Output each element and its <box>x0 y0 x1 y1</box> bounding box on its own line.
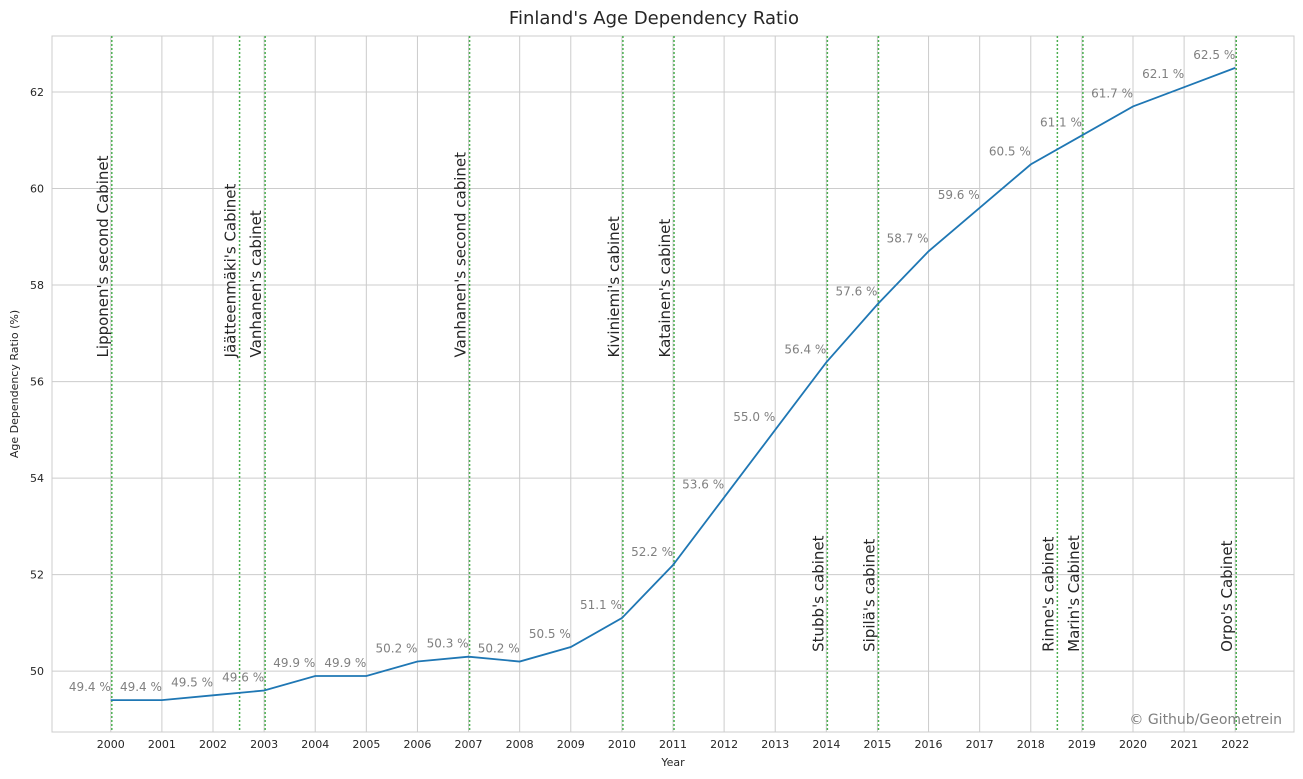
data-label: 56.4 % <box>784 342 826 356</box>
data-label: 49.6 % <box>222 670 264 684</box>
grid-lines <box>52 36 1294 732</box>
data-label: 50.2 % <box>478 642 520 656</box>
x-tick-label: 2009 <box>557 738 585 751</box>
y-tick-label: 56 <box>30 376 44 389</box>
y-tick-label: 58 <box>30 279 44 292</box>
data-label: 53.6 % <box>682 477 724 491</box>
x-tick-label: 2021 <box>1170 738 1198 751</box>
data-label: 50.3 % <box>427 637 469 651</box>
cabinet-label: Orpo's Cabinet <box>1218 540 1236 651</box>
data-label: 59.6 % <box>938 188 980 202</box>
y-axis-label: Age Dependency Ratio (%) <box>8 310 21 458</box>
data-label: 52.2 % <box>631 545 673 559</box>
data-label: 49.9 % <box>324 656 366 670</box>
cabinet-label: Sipilä's cabinet <box>860 539 878 652</box>
x-tick-label: 2000 <box>97 738 125 751</box>
cabinet-label: Vanhanen's second cabinet <box>452 152 470 358</box>
data-label: 49.4 % <box>120 680 162 694</box>
x-tick-label: 2006 <box>403 738 431 751</box>
y-tick-label: 54 <box>30 472 44 485</box>
data-label: 49.4 % <box>69 680 111 694</box>
x-tick-label: 2019 <box>1068 738 1096 751</box>
cabinet-label: Marin's Cabinet <box>1065 535 1083 652</box>
x-tick-label: 2015 <box>863 738 891 751</box>
chart-title: Finland's Age Dependency Ratio <box>509 8 799 29</box>
cabinet-label: Lipponen's second Cabinet <box>94 155 112 357</box>
cabinet-label: Jäätteenmäki's Cabinet <box>222 183 240 358</box>
x-tick-label: 2010 <box>608 738 636 751</box>
x-tick-label: 2016 <box>915 738 943 751</box>
cabinet-label: Katainen's cabinet <box>656 219 674 358</box>
x-tick-label: 2005 <box>352 738 380 751</box>
y-tick-label: 62 <box>30 86 44 99</box>
cabinet-label: Kiviniemi's cabinet <box>605 216 623 357</box>
data-label: 50.5 % <box>529 627 571 641</box>
x-tick-label: 2002 <box>199 738 227 751</box>
cabinet-label: Stubb's cabinet <box>809 535 827 652</box>
x-tick-label: 2014 <box>812 738 840 751</box>
cabinet-labels: Lipponen's second Cabinet Jäätteenmäki's … <box>94 152 1236 652</box>
y-axis: 50 52 54 56 58 60 62 <box>30 86 44 678</box>
y-tick-label: 60 <box>30 183 44 196</box>
watermark: © Github/Geometrein <box>1129 712 1282 728</box>
y-tick-label: 52 <box>30 569 44 582</box>
x-tick-label: 2012 <box>710 738 738 751</box>
x-axis-label: Year <box>660 756 685 769</box>
x-tick-label: 2011 <box>659 738 687 751</box>
data-label: 61.7 % <box>1091 86 1133 100</box>
data-label: 62.5 % <box>1193 48 1235 62</box>
data-label: 61.1 % <box>1040 115 1082 129</box>
x-tick-label: 2022 <box>1221 738 1249 751</box>
data-label: 55.0 % <box>733 410 775 424</box>
data-label: 49.5 % <box>171 675 213 689</box>
data-label: 60.5 % <box>989 144 1031 158</box>
x-tick-label: 2018 <box>1017 738 1045 751</box>
series-layer <box>110 67 1236 702</box>
x-tick-label: 2007 <box>455 738 483 751</box>
x-tick-label: 2020 <box>1119 738 1147 751</box>
cabinet-label: Vanhanen's cabinet <box>247 210 265 357</box>
x-tick-label: 2008 <box>506 738 534 751</box>
data-label: 62.1 % <box>1142 67 1184 81</box>
data-label: 50.2 % <box>376 642 418 656</box>
data-labels: 49.4 % 49.4 % 49.5 % 49.6 % 49.9 % 49.9 % 50.2… <box>69 48 1235 694</box>
y-tick-label: 50 <box>30 665 44 678</box>
x-tick-label: 2004 <box>301 738 329 751</box>
cabinet-label: Rinne's cabinet <box>1039 536 1057 651</box>
series-line <box>110 67 1236 702</box>
x-tick-label: 2013 <box>761 738 789 751</box>
x-tick-label: 2003 <box>250 738 278 751</box>
data-label: 57.6 % <box>836 284 878 298</box>
x-axis: 2000 2001 2002 2003 2004 2005 2006 2007 2008 2009… <box>97 738 1249 751</box>
x-tick-label: 2001 <box>148 738 176 751</box>
data-label: 51.1 % <box>580 598 622 612</box>
x-tick-label: 2017 <box>966 738 994 751</box>
data-label: 49.9 % <box>273 656 315 670</box>
data-label: 58.7 % <box>887 231 929 245</box>
